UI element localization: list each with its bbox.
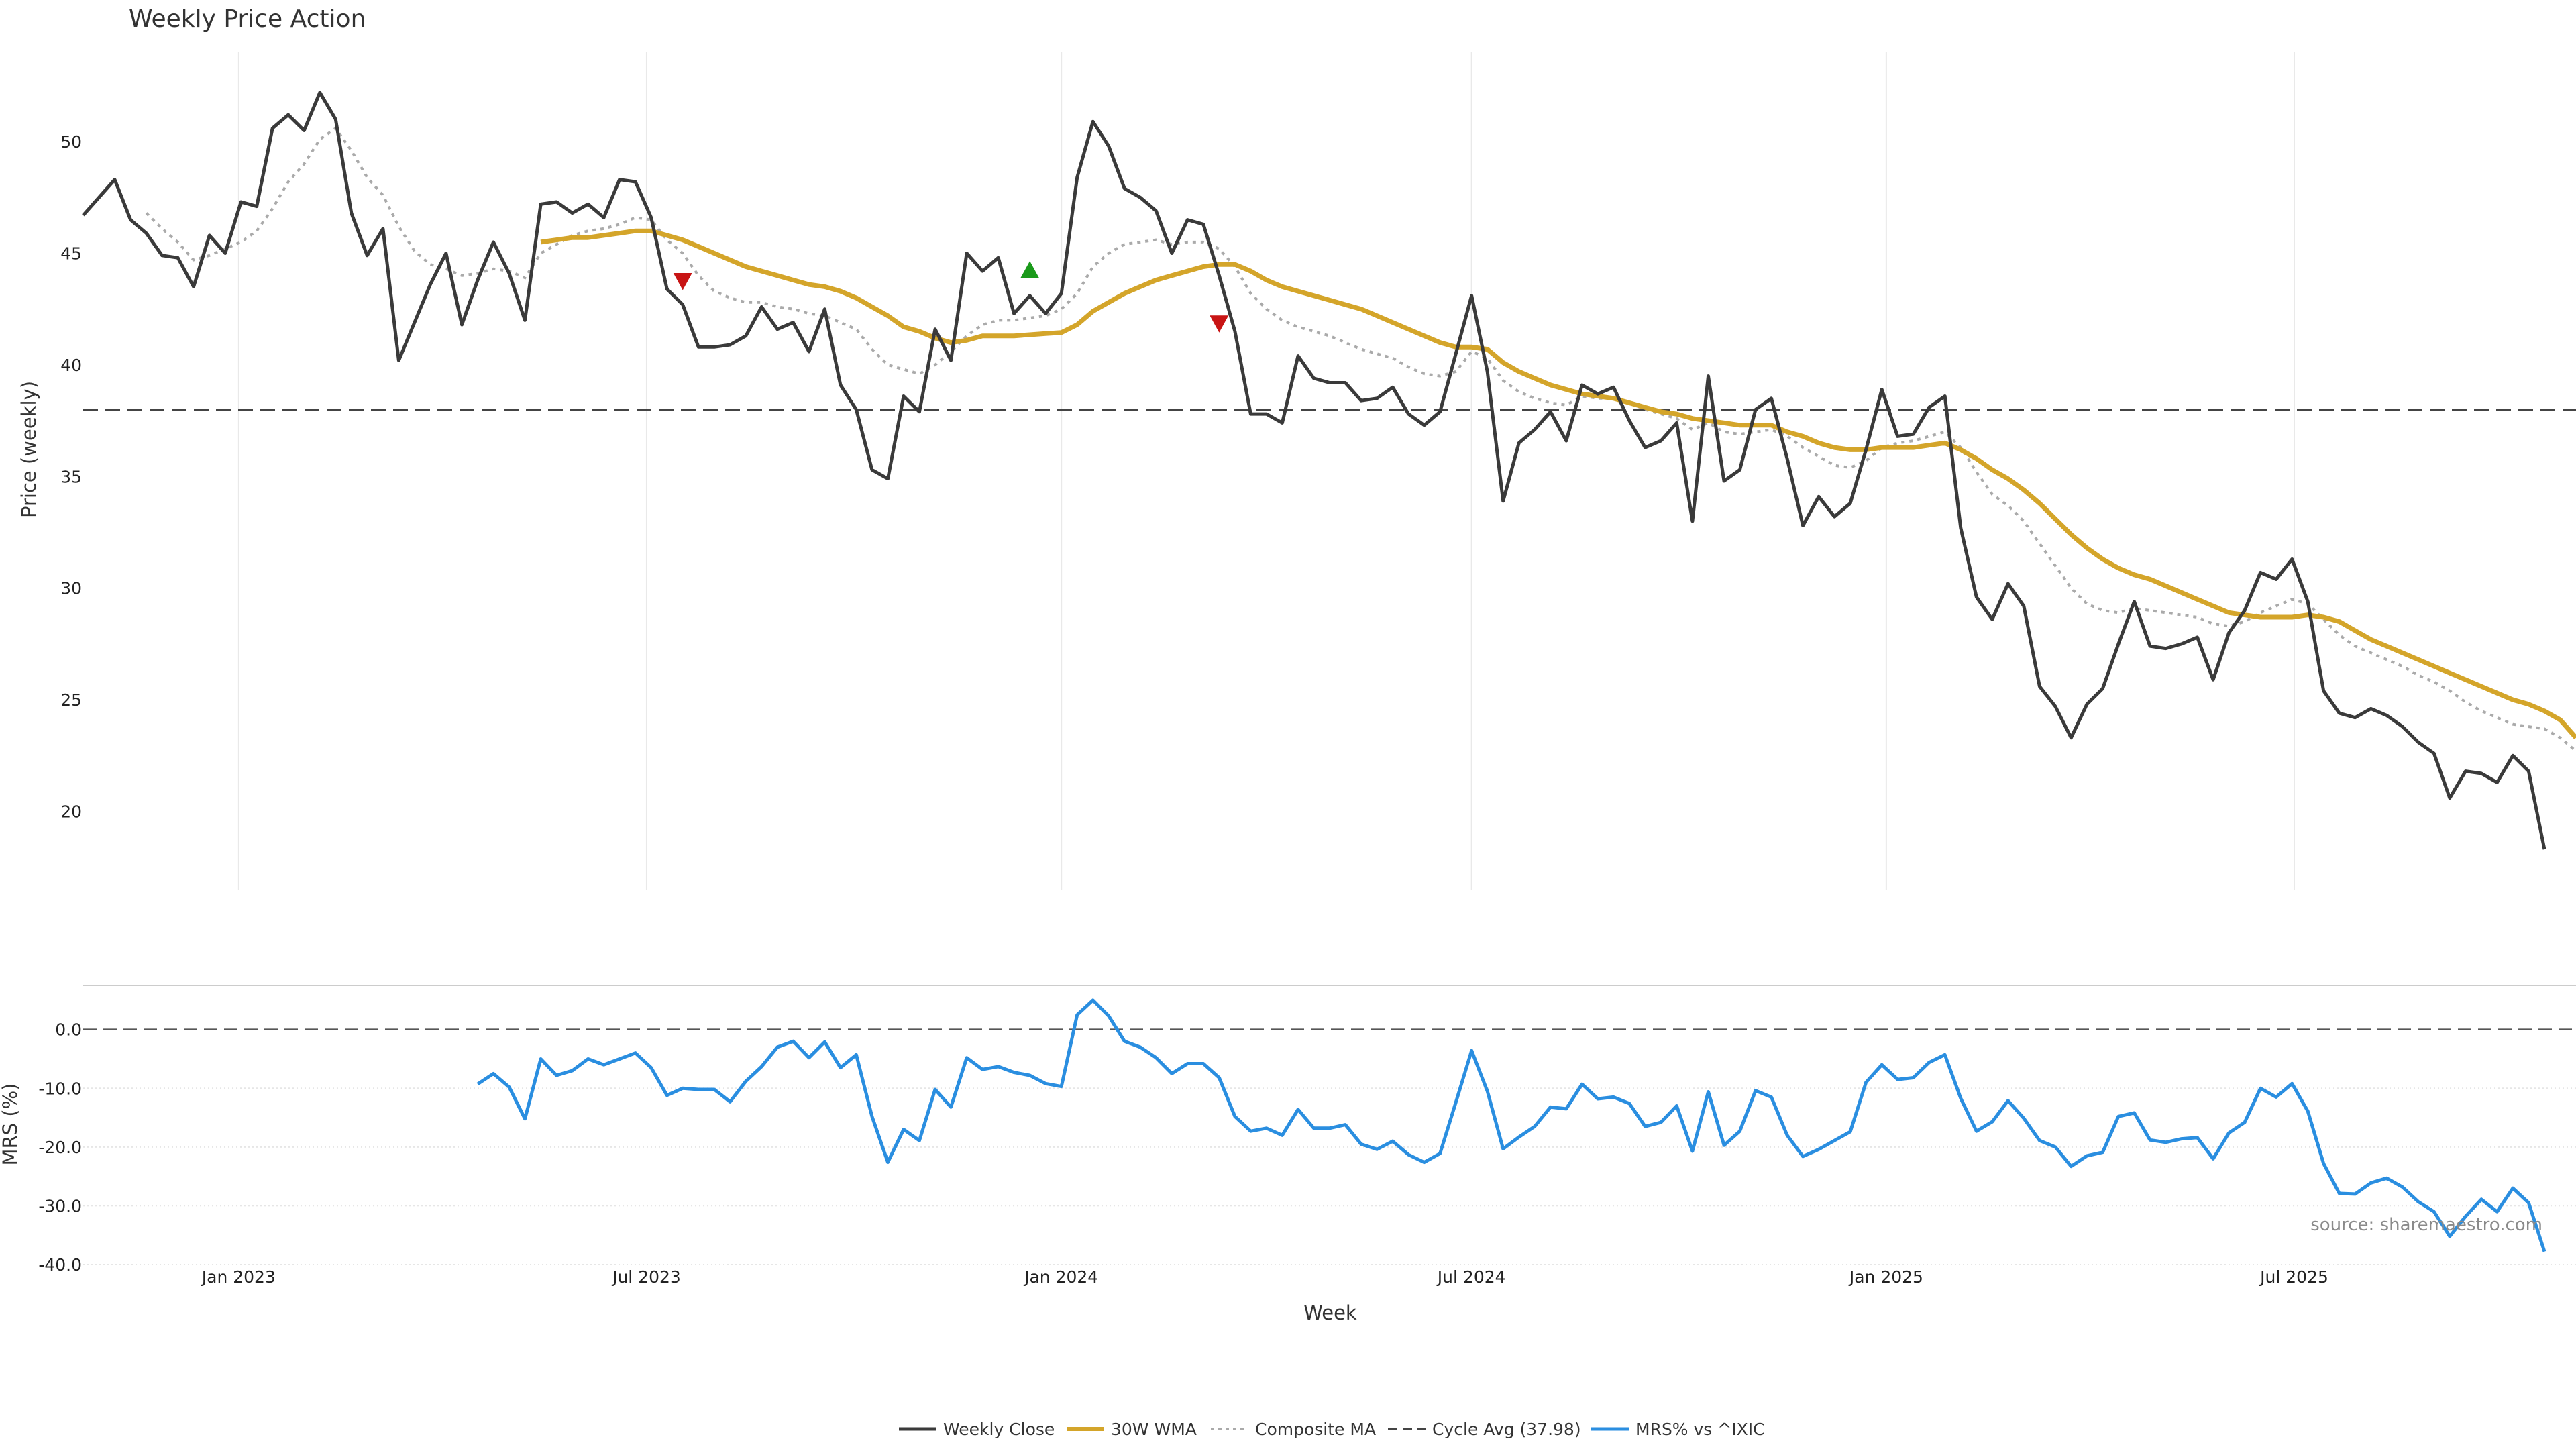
sell-signal-marker — [1210, 315, 1229, 333]
x-tick-label: Jul 2025 — [2259, 1267, 2328, 1287]
price-y-tick-label: 50 — [60, 132, 82, 152]
price-y-ticks: 20 25 30 35 40 45 50 — [60, 132, 82, 821]
legend-item-weekly-close: Weekly Close — [899, 1419, 1055, 1439]
mrs-series — [476, 998, 2546, 1252]
price-y-tick-label: 35 — [60, 467, 82, 486]
x-axis-label: Week — [1303, 1301, 1357, 1324]
legend-item-mrs: MRS% vs ^IXIC — [1591, 1419, 1765, 1439]
legend-label: Cycle Avg (37.98) — [1432, 1419, 1581, 1439]
x-tick-label: Jan 2025 — [1848, 1267, 1923, 1287]
signal-markers — [673, 261, 1229, 333]
mrs-y-ticks: 0.0 -10.0 -20.0 -30.0 -40.0 — [38, 1020, 82, 1275]
legend-label: 30W WMA — [1111, 1419, 1197, 1439]
buy-signal-marker — [1020, 261, 1040, 278]
legend-label: Composite MA — [1255, 1419, 1376, 1439]
mrs-y-tick-label: -20.0 — [38, 1138, 82, 1157]
mrs-y-tick-label: -30.0 — [38, 1196, 82, 1216]
price-y-tick-label: 40 — [60, 356, 82, 375]
composite-ma-series — [145, 126, 2576, 753]
legend-label: Weekly Close — [943, 1419, 1055, 1439]
mrs-grid — [83, 1087, 2576, 1265]
price-y-tick-label: 25 — [60, 690, 82, 710]
wma-30w-series — [540, 228, 2576, 740]
sell-signal-marker — [673, 272, 692, 290]
x-tick-label: Jul 2023 — [611, 1267, 681, 1287]
legend-item-cycle-avg: Cycle Avg (37.98) — [1388, 1419, 1581, 1439]
mrs-y-axis-label: MRS (%) — [0, 1083, 21, 1166]
x-tick-label: Jul 2024 — [1436, 1267, 1506, 1287]
source-note: source: sharemaestro.com — [2310, 1215, 2542, 1235]
mrs-y-tick-label: -10.0 — [38, 1079, 82, 1098]
legend: Weekly Close 30W WMA Composite MA Cycle Avg… — [899, 1419, 1765, 1439]
mrs-y-tick-label: 0.0 — [55, 1020, 82, 1040]
chart-title: Weekly Price Action — [129, 5, 366, 33]
mrs-y-tick-label: -40.0 — [38, 1255, 82, 1275]
price-y-tick-label: 30 — [60, 579, 82, 598]
weekly-close-series — [82, 91, 2546, 850]
x-tick-label: Jan 2023 — [201, 1267, 276, 1287]
price-y-tick-label: 20 — [60, 802, 82, 822]
legend-label: MRS% vs ^IXIC — [1635, 1419, 1765, 1439]
price-y-axis-label: Price (weekly) — [17, 381, 40, 518]
legend-item-composite: Composite MA — [1211, 1419, 1376, 1439]
x-tick-label: Jan 2024 — [1023, 1267, 1098, 1287]
price-grid — [237, 52, 2296, 890]
x-ticks: Jan 2023 Jul 2023 Jan 2024 Jul 2024 Jan 2025… — [201, 1267, 2328, 1287]
price-y-tick-label: 45 — [60, 244, 82, 264]
legend-item-wma: 30W WMA — [1067, 1419, 1197, 1439]
